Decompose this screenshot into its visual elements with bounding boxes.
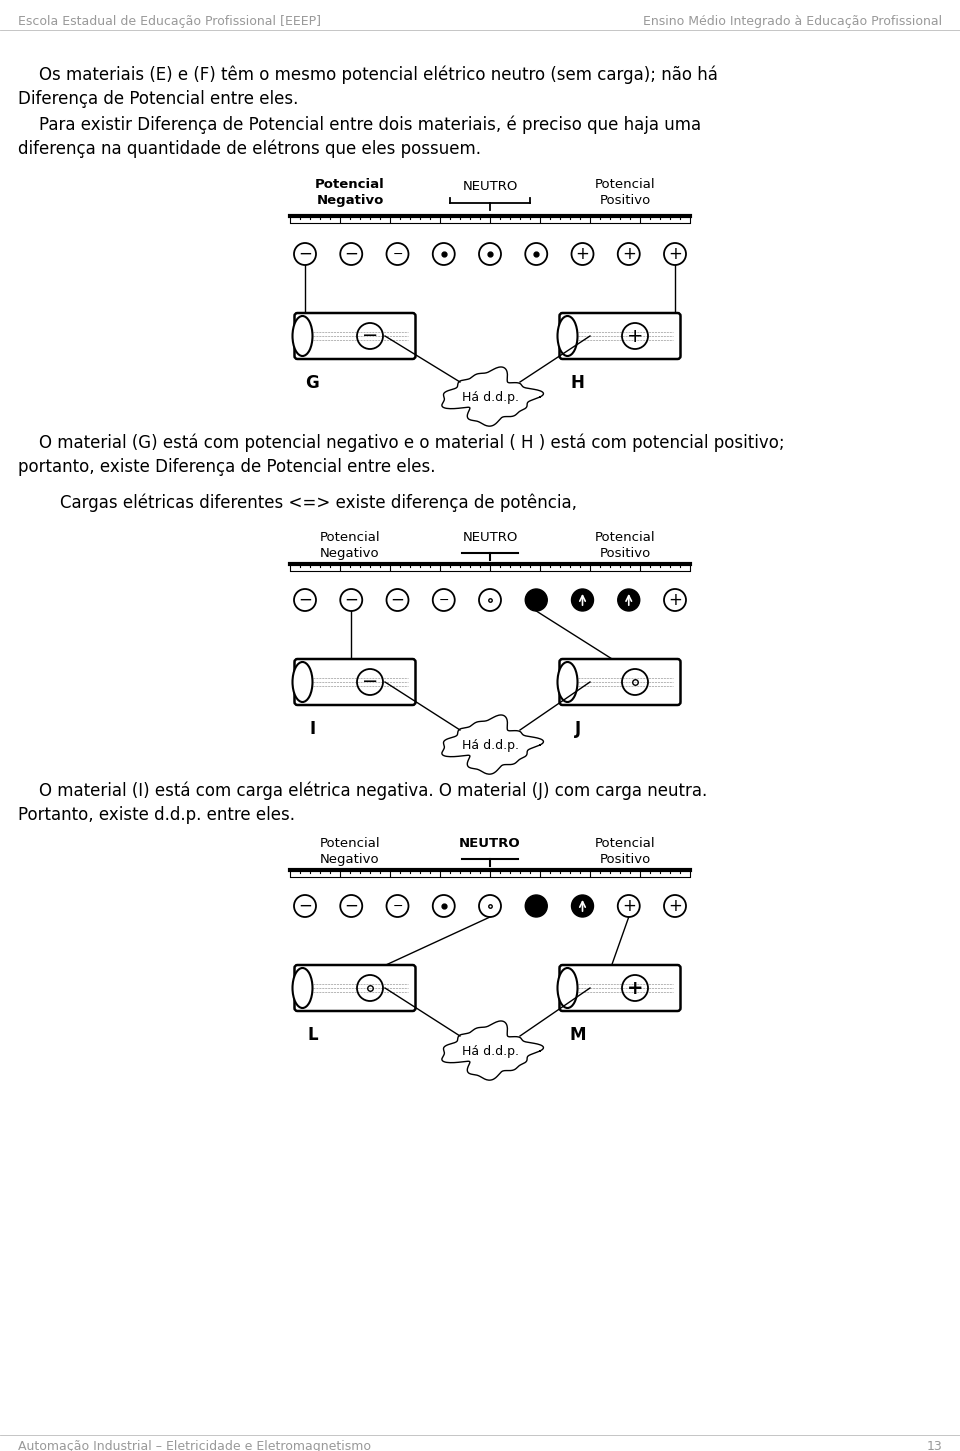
Text: Potencial
Positivo: Potencial Positivo bbox=[594, 531, 656, 560]
Text: −: − bbox=[393, 248, 403, 261]
Text: +: + bbox=[622, 245, 636, 263]
Text: −: − bbox=[362, 326, 378, 345]
Text: NEUTRO: NEUTRO bbox=[463, 180, 517, 193]
Text: Potencial
Negativo: Potencial Negativo bbox=[315, 178, 385, 207]
Text: −: − bbox=[298, 591, 312, 609]
Text: −: − bbox=[439, 593, 449, 607]
Text: −: − bbox=[345, 591, 358, 609]
FancyBboxPatch shape bbox=[295, 659, 416, 705]
Text: +: + bbox=[576, 245, 589, 263]
Text: Potencial
Negativo: Potencial Negativo bbox=[320, 837, 380, 866]
Text: diferença na quantidade de elétrons que eles possuem.: diferença na quantidade de elétrons que … bbox=[18, 139, 481, 158]
Text: Potencial
Positivo: Potencial Positivo bbox=[594, 837, 656, 866]
Text: +: + bbox=[622, 897, 636, 916]
Text: Ensino Médio Integrado à Educação Profissional: Ensino Médio Integrado à Educação Profis… bbox=[643, 15, 942, 28]
Text: −: − bbox=[298, 897, 312, 916]
Text: Cargas elétricas diferentes <=> existe diferença de potência,: Cargas elétricas diferentes <=> existe d… bbox=[18, 493, 577, 512]
Text: −: − bbox=[345, 245, 358, 263]
Text: O material (G) está com potencial negativo e o material ( H ) está com potencial: O material (G) está com potencial negati… bbox=[18, 432, 784, 451]
Text: Escola Estadual de Educação Profissional [EEEP]: Escola Estadual de Educação Profissional… bbox=[18, 15, 321, 28]
Text: −: − bbox=[362, 672, 378, 692]
Circle shape bbox=[525, 589, 547, 611]
FancyBboxPatch shape bbox=[560, 313, 681, 358]
Text: O material (I) está com carga elétrica negativa. O material (J) com carga neutra: O material (I) está com carga elétrica n… bbox=[18, 781, 708, 800]
Text: +: + bbox=[668, 245, 682, 263]
Text: Potencial
Positivo: Potencial Positivo bbox=[594, 178, 656, 207]
Polygon shape bbox=[442, 715, 543, 775]
Text: −: − bbox=[298, 245, 312, 263]
Circle shape bbox=[617, 589, 639, 611]
FancyBboxPatch shape bbox=[560, 659, 681, 705]
Text: Os materiais (E) e (F) têm o mesmo potencial elétrico neutro (sem carga); não há: Os materiais (E) e (F) têm o mesmo poten… bbox=[18, 65, 718, 84]
Ellipse shape bbox=[293, 968, 313, 1008]
FancyBboxPatch shape bbox=[295, 313, 416, 358]
Text: portanto, existe Diferença de Potencial entre eles.: portanto, existe Diferença de Potencial … bbox=[18, 459, 436, 476]
FancyBboxPatch shape bbox=[295, 965, 416, 1011]
Text: H: H bbox=[570, 374, 585, 392]
Circle shape bbox=[571, 589, 593, 611]
Text: M: M bbox=[569, 1026, 586, 1045]
Text: Diferença de Potencial entre eles.: Diferença de Potencial entre eles. bbox=[18, 90, 299, 107]
Text: Automação Industrial – Eletricidade e Eletromagnetismo: Automação Industrial – Eletricidade e El… bbox=[18, 1439, 371, 1451]
Text: 13: 13 bbox=[926, 1439, 942, 1451]
Text: +: + bbox=[668, 897, 682, 916]
Text: −: − bbox=[393, 900, 403, 913]
Text: +: + bbox=[627, 978, 643, 997]
Text: L: L bbox=[307, 1026, 318, 1045]
Text: Há d.d.p.: Há d.d.p. bbox=[462, 390, 518, 403]
Polygon shape bbox=[442, 367, 543, 427]
Ellipse shape bbox=[293, 662, 313, 702]
Circle shape bbox=[571, 895, 593, 917]
Text: +: + bbox=[668, 591, 682, 609]
Text: I: I bbox=[309, 720, 316, 739]
Text: +: + bbox=[627, 326, 643, 345]
Text: −: − bbox=[391, 591, 404, 609]
Ellipse shape bbox=[558, 662, 578, 702]
Text: −: − bbox=[345, 897, 358, 916]
Text: J: J bbox=[574, 720, 581, 739]
Text: Há d.d.p.: Há d.d.p. bbox=[462, 1045, 518, 1058]
Circle shape bbox=[525, 895, 547, 917]
Ellipse shape bbox=[558, 968, 578, 1008]
Text: NEUTRO: NEUTRO bbox=[459, 837, 521, 850]
Text: Há d.d.p.: Há d.d.p. bbox=[462, 739, 518, 752]
Text: G: G bbox=[305, 374, 320, 392]
Text: Para existir Diferença de Potencial entre dois materiais, é preciso que haja uma: Para existir Diferença de Potencial entr… bbox=[18, 115, 701, 133]
FancyBboxPatch shape bbox=[560, 965, 681, 1011]
Text: NEUTRO: NEUTRO bbox=[463, 531, 517, 544]
Text: Portanto, existe d.d.p. entre eles.: Portanto, existe d.d.p. entre eles. bbox=[18, 805, 295, 824]
Ellipse shape bbox=[293, 316, 313, 355]
Text: Potencial
Negativo: Potencial Negativo bbox=[320, 531, 380, 560]
Ellipse shape bbox=[558, 316, 578, 355]
Polygon shape bbox=[442, 1022, 543, 1080]
